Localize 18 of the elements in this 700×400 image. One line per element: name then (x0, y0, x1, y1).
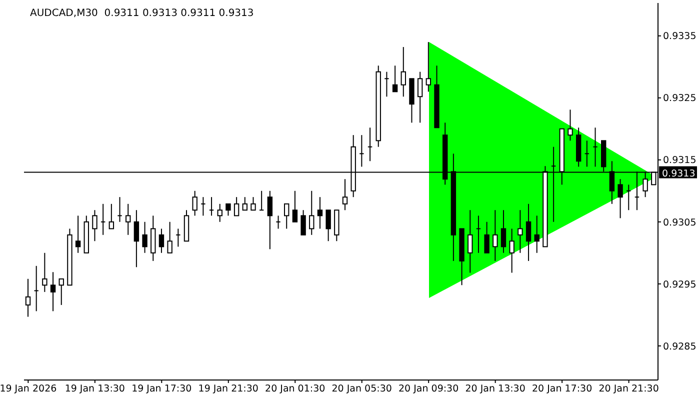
y-tick-label: 0.9285 (663, 341, 696, 352)
y-tick-label: 0.9295 (663, 279, 696, 290)
x-tick-label: 20 Jan 05:30 (332, 384, 392, 395)
y-tick-label: 0.9305 (663, 217, 696, 228)
x-tick-label: 19 Jan 13:30 (64, 384, 125, 395)
y-tick-label: 0.9335 (663, 31, 696, 42)
text: AUDCAD,M30 0.9311 0.9313 0.9311 0.9313 (30, 8, 254, 19)
y-tick-label: 0.9315 (663, 155, 696, 166)
x-tick-label: 20 Jan 01:30 (265, 384, 326, 395)
x-tick-label: 19 Jan 21:30 (198, 384, 258, 395)
y-tick-label: 0.9325 (663, 93, 696, 104)
x-tick-label: 19 Jan 2026 (0, 384, 57, 395)
x-tick-label: 20 Jan 09:30 (398, 384, 459, 395)
x-tick-label: 20 Jan 21:30 (598, 384, 659, 395)
x-tick-label: 20 Jan 17:30 (532, 384, 592, 395)
x-tick-label: 19 Jan 17:30 (132, 384, 192, 395)
ref-line-label: 0.9313 (662, 168, 696, 180)
x-tick-label: 20 Jan 13:30 (465, 384, 526, 395)
